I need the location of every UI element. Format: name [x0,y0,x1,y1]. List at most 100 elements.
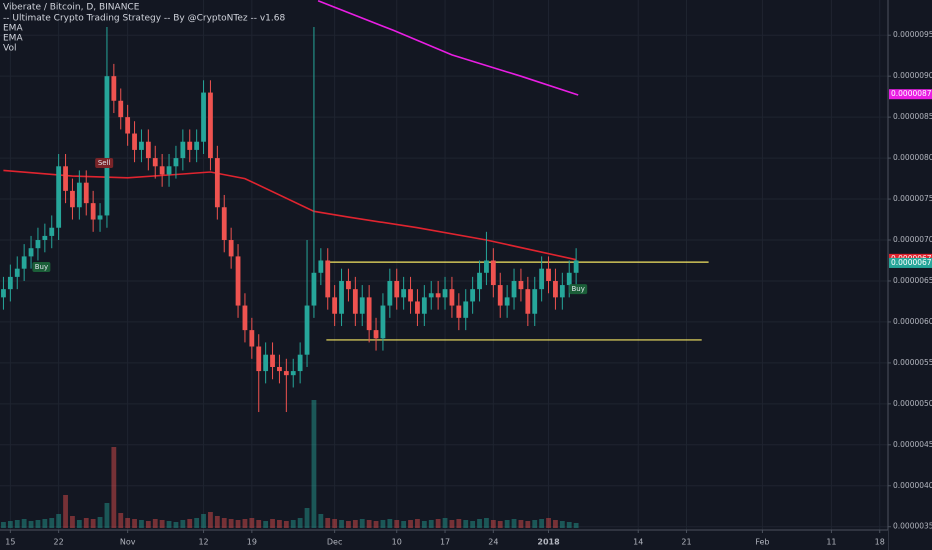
legend-line: Vol [3,44,16,54]
candle-body [104,76,110,216]
candle-body [187,141,193,150]
volume-bar [559,521,565,528]
candle-body [83,182,89,204]
candle-body [477,272,482,290]
candle-body [359,297,365,314]
candle-body [173,158,179,167]
candle-body [97,215,103,220]
candle-body [442,289,448,298]
candle-body [318,260,324,273]
price-label-box [889,89,932,100]
volume-bar [449,520,455,528]
volume-bar [201,514,206,528]
candle-body [553,280,558,298]
volume-bar [401,521,407,528]
candle-body [394,280,400,298]
volume-bar [242,519,248,528]
volume-bar [415,519,420,528]
candle-body [415,301,420,314]
candle-body [332,297,338,314]
candle-body [366,297,372,331]
volume-bar [546,518,551,528]
volume-bar [166,521,172,528]
volume-bar [463,520,469,528]
signal-label: Buy [35,263,48,271]
volume-bar [270,519,275,528]
volume-bar [228,519,234,528]
x-tick-label: 11 [826,538,836,547]
volume-bar [428,520,434,528]
candle-body [166,166,172,175]
volume-bar [311,400,317,528]
candle-body [1,289,6,298]
volume-bar [159,520,165,528]
volume-bar [366,520,372,528]
candle-body [256,346,262,372]
signal-badge [95,158,114,169]
volume-bar [152,519,158,528]
volume-bar [76,520,82,528]
candle-body [35,240,41,249]
x-tick-label: 15 [5,538,15,547]
candle-body [21,256,27,269]
price-label: 0.00000878 [891,89,932,98]
volume-bar [339,520,344,528]
candle-body [49,227,55,236]
volume-bar [553,520,558,528]
candle-body [401,289,407,298]
volume-bar [21,519,27,528]
volume-bar [352,520,358,528]
candle-body [428,293,434,298]
candle-body [145,141,151,159]
candle-body [263,354,269,372]
candle-body [352,289,358,314]
candle-body [208,92,213,159]
x-tick-label: 10 [392,538,402,547]
x-tick-label: 22 [54,538,64,547]
volume-bar [504,520,510,528]
candle-body [277,366,282,372]
candle-body [159,166,165,175]
x-tick-label: 18 [875,538,885,547]
volume-bar [221,518,227,528]
volume-bar [194,518,200,528]
x-tick-label: 17 [440,538,450,547]
volume-bar [511,519,517,528]
candle-body [201,92,206,142]
volume-bar [566,522,572,528]
candle-body [42,235,48,241]
volume-bar [49,518,55,528]
volume-bar [35,520,41,528]
candle-body [118,100,124,118]
volume-bar [532,520,538,528]
candle-body [373,330,379,339]
signal-label: Sell [98,159,111,167]
volume-bar [214,516,220,528]
volume-bar [435,519,441,528]
volume-bar [173,522,179,528]
candle-body [28,248,34,257]
volume-bar [7,521,13,528]
volume-bar [387,519,393,528]
volume-bar [132,519,137,528]
candle-body [304,305,310,355]
candle-body [70,190,75,208]
volume-bar [180,520,186,528]
candle-body [270,354,275,367]
volume-bar [421,521,427,528]
volume-bar [139,520,144,528]
volume-bar [297,518,303,528]
volume-bar [325,518,331,528]
volume-bar [235,520,241,528]
volume-bar [145,521,151,528]
volume-bar [408,520,413,528]
volume-bar [1,522,6,528]
candle-body [566,272,572,286]
candle-body [63,166,68,191]
candle-body [518,280,524,290]
volume-bar [104,503,110,528]
